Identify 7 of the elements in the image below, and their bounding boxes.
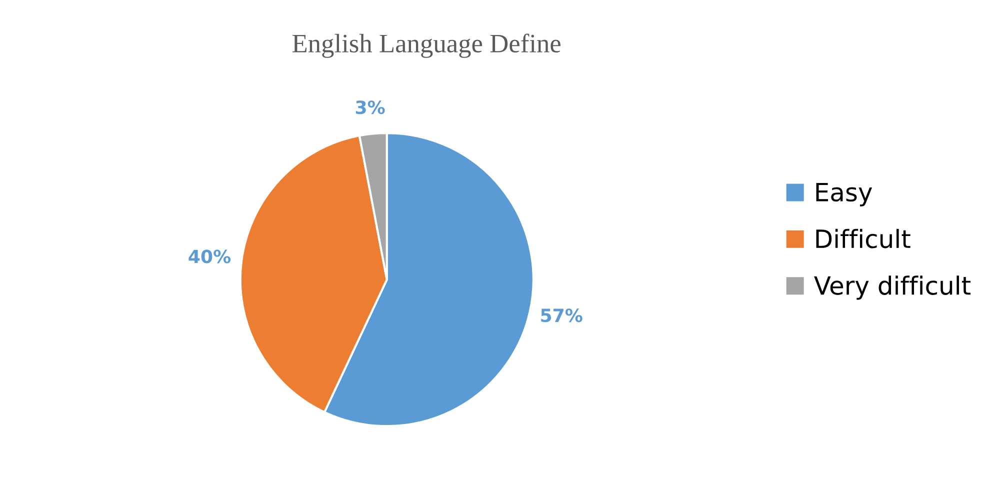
data-label: 3% [356, 100, 385, 114]
legend-label: Easy [816, 182, 872, 206]
legend-label: Difficult [816, 228, 910, 248]
chart-title: English Language Define [292, 34, 560, 58]
data-label: 40% [188, 250, 231, 264]
data-label: 57% [541, 308, 582, 322]
legend-label: Very difficult [814, 276, 971, 300]
